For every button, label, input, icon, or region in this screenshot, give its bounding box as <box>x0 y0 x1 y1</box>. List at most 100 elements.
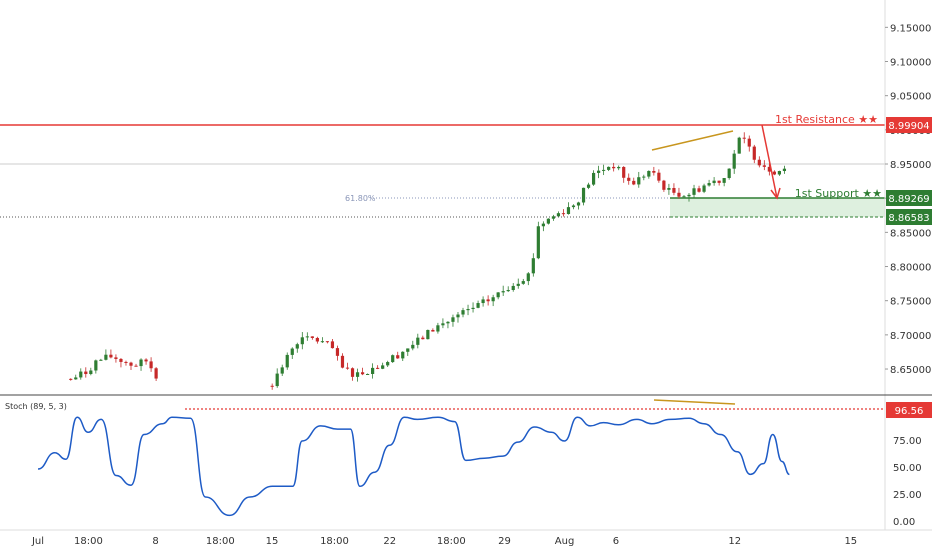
candle-body <box>747 138 751 147</box>
time-tick-label: 18:00 <box>320 536 349 547</box>
candle-body <box>421 337 425 340</box>
candle-body <box>742 137 746 139</box>
candle-body <box>702 185 706 192</box>
time-tick-label: 18:00 <box>74 536 103 547</box>
time-tick-label: 12 <box>728 536 741 547</box>
candle-body <box>381 365 385 369</box>
candle-body <box>677 192 681 197</box>
candle-body <box>682 196 686 198</box>
price-tick-label: 9.10000 <box>890 58 931 69</box>
stoch-axis[interactable]: 75.00 50.00 25.00 0.00 <box>893 436 922 528</box>
resistance-tag-text: 8.99904 <box>888 121 929 132</box>
stoch-divergence-line[interactable] <box>653 399 736 405</box>
candle-body <box>586 184 591 188</box>
stoch-level-tag-text: 96.56 <box>895 406 924 417</box>
support-low-tag-text: 8.86583 <box>888 213 929 224</box>
candle-body <box>360 372 365 375</box>
candle-body <box>642 176 646 178</box>
candle-body <box>285 354 289 368</box>
candle-body <box>391 355 395 363</box>
price-tick-label: 8.95000 <box>890 160 931 171</box>
time-tick-label: 15 <box>844 536 857 547</box>
candle-body <box>707 183 711 186</box>
candle-body <box>531 258 535 274</box>
candle-body <box>109 354 113 358</box>
candle-body <box>401 351 405 359</box>
candle-body <box>717 180 721 183</box>
stoch-level-tag <box>886 402 932 418</box>
time-tick-label: Aug <box>555 536 575 547</box>
candle-body <box>597 170 601 173</box>
candle-body <box>290 348 294 355</box>
candle-body <box>782 168 787 172</box>
candle-body <box>330 341 335 349</box>
price-tick-label: 8.85000 <box>890 228 931 239</box>
candle-body <box>456 314 460 318</box>
candle-body <box>551 216 556 219</box>
candle-body <box>396 355 400 359</box>
time-tick-label: 8 <box>152 536 158 547</box>
candle-body <box>154 368 158 379</box>
candle-body <box>431 329 435 332</box>
fib-618-label: 61.80% <box>345 194 376 203</box>
candle-body <box>777 171 781 175</box>
projection-arrowhead <box>770 187 781 200</box>
candle-body <box>712 180 716 184</box>
candle-body <box>571 205 576 208</box>
candle-body <box>461 310 465 315</box>
candle-body <box>662 180 666 190</box>
candle-body <box>300 337 304 345</box>
candle-body <box>471 307 475 310</box>
candle-body <box>667 187 671 190</box>
time-axis[interactable]: Jul 18:00 8 18:00 15 18:00 22 18:00 29 Aug 6 12 15 <box>31 536 857 547</box>
time-tick-label: 22 <box>383 536 396 547</box>
stoch-tick-label: 0.00 <box>893 517 915 528</box>
candle-body <box>536 226 540 259</box>
candle-body <box>727 168 731 179</box>
time-tick-label: Jul <box>31 536 44 547</box>
candle-body <box>441 323 445 326</box>
candle-body <box>581 187 586 203</box>
candle-body <box>526 273 530 282</box>
candle-body <box>546 218 550 224</box>
candle-body <box>757 159 761 166</box>
candle-body <box>617 166 621 169</box>
candle-body <box>335 348 340 356</box>
resistance-trendline[interactable] <box>651 130 734 151</box>
candle-body <box>295 344 299 349</box>
candle-body <box>94 360 98 371</box>
price-tick-label: 8.75000 <box>890 297 931 308</box>
candle-body <box>516 283 520 286</box>
candle-body <box>280 367 284 374</box>
candle-body <box>310 336 314 338</box>
candle-body <box>491 297 495 302</box>
candle-body <box>566 207 571 215</box>
projection-arrow <box>761 124 778 199</box>
candle-body <box>576 202 581 206</box>
candle-body <box>767 166 771 172</box>
candle-body <box>612 166 616 169</box>
candle-body <box>506 289 510 292</box>
candle-body <box>752 146 756 160</box>
candle-body <box>345 367 350 369</box>
candle-body <box>451 317 455 322</box>
candle-body <box>114 357 118 359</box>
candle-body <box>436 325 440 332</box>
candle-body <box>692 188 696 195</box>
candle-body <box>737 137 741 154</box>
candle-body <box>320 341 324 343</box>
candle-body <box>275 373 279 387</box>
candle-body <box>591 172 596 185</box>
candle-body <box>84 371 88 375</box>
candle-body <box>386 362 390 366</box>
candle-body <box>476 303 480 308</box>
candle-body <box>139 359 143 367</box>
candle-body <box>657 172 661 181</box>
time-tick-label: 18:00 <box>437 536 466 547</box>
price-candles <box>69 132 787 390</box>
stoch-tick-label: 50.00 <box>893 463 922 474</box>
candle-body <box>647 170 651 177</box>
candle-body <box>69 378 73 380</box>
